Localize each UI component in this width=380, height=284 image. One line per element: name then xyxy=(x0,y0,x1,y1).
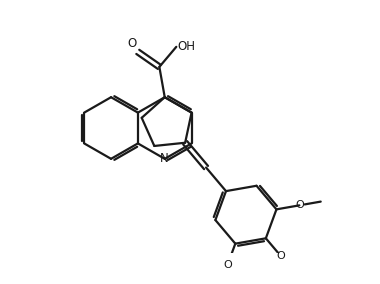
Text: O: O xyxy=(276,251,285,261)
Text: O: O xyxy=(223,260,232,270)
Text: OH: OH xyxy=(178,40,196,53)
Text: O: O xyxy=(295,200,304,210)
Text: O: O xyxy=(127,37,136,50)
Text: N: N xyxy=(160,152,169,165)
